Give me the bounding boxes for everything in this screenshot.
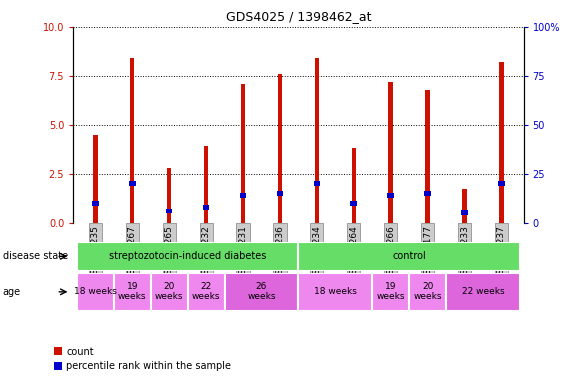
Text: 20
weeks: 20 weeks (413, 283, 442, 301)
Bar (350, 201, 357, 205)
Bar (425, 191, 431, 196)
Bar (409, 273, 446, 311)
Text: 22 weeks: 22 weeks (462, 287, 504, 296)
Text: 18 weeks: 18 weeks (314, 287, 357, 296)
Bar (387, 193, 394, 198)
Text: streptozotocin-induced diabetes: streptozotocin-induced diabetes (109, 251, 266, 262)
Bar (203, 205, 209, 210)
Bar (241, 84, 245, 223)
Bar (462, 189, 467, 223)
Text: 18 weeks: 18 weeks (74, 287, 117, 296)
Bar (278, 74, 282, 223)
Bar (187, 273, 225, 311)
Bar (93, 135, 97, 223)
Bar (204, 146, 208, 223)
Bar (298, 273, 372, 311)
Bar (426, 89, 430, 223)
Text: 20
weeks: 20 weeks (155, 283, 184, 301)
Text: 19
weeks: 19 weeks (377, 283, 405, 301)
Bar (166, 209, 172, 214)
Bar (388, 82, 393, 223)
Title: GDS4025 / 1398462_at: GDS4025 / 1398462_at (226, 10, 371, 23)
Text: disease state: disease state (3, 251, 68, 262)
Bar (92, 201, 99, 205)
Text: 19
weeks: 19 weeks (118, 283, 146, 301)
Bar (298, 242, 520, 271)
Text: age: age (3, 287, 21, 297)
Bar (314, 181, 320, 186)
Bar (167, 168, 171, 223)
Bar (351, 148, 356, 223)
Legend: count, percentile rank within the sample: count, percentile rank within the sample (50, 343, 235, 375)
Bar (240, 193, 247, 198)
Bar (446, 273, 520, 311)
Bar (151, 273, 187, 311)
Bar (315, 58, 319, 223)
Text: control: control (392, 251, 426, 262)
Bar (114, 273, 151, 311)
Bar (77, 273, 114, 311)
Bar (498, 181, 505, 186)
Bar (129, 181, 136, 186)
Text: 26
weeks: 26 weeks (247, 283, 276, 301)
Bar (499, 62, 504, 223)
Bar (225, 273, 298, 311)
Bar (130, 58, 135, 223)
Text: 22
weeks: 22 weeks (192, 283, 220, 301)
Bar (461, 210, 468, 215)
Bar (77, 242, 298, 271)
Bar (276, 191, 283, 196)
Bar (372, 273, 409, 311)
